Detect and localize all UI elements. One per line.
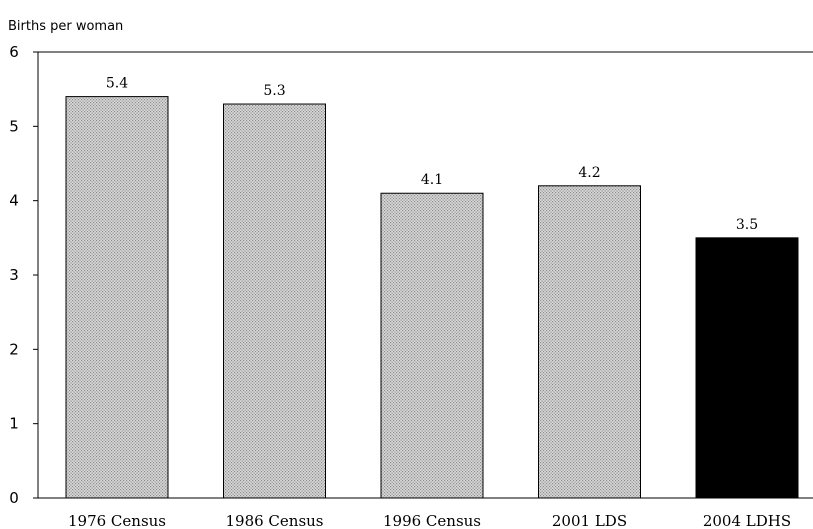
bars — [65, 96, 799, 499]
bar-value-label: 4.2 — [578, 165, 600, 181]
y-tick-label: 5 — [9, 117, 19, 135]
y-tick-label: 4 — [9, 192, 19, 210]
bar-1976-census — [65, 96, 169, 499]
bar-1986-census — [223, 103, 326, 499]
y-tick-label: 3 — [9, 266, 19, 284]
y-axis-label: Births per woman — [8, 19, 123, 34]
y-axis-ticks: 0 1 2 3 4 5 6 — [9, 43, 38, 507]
bar-value-label: 3.5 — [736, 217, 758, 233]
x-tick-label: 1996 Census — [383, 512, 481, 529]
x-tick-label: 2001 LDS — [552, 512, 627, 529]
bar-2001-lds — [538, 185, 641, 499]
bar-2004-ldhs — [695, 237, 799, 499]
value-labels: 5.4 5.3 4.1 4.2 3.5 — [106, 76, 758, 233]
y-tick-label: 2 — [9, 340, 19, 358]
bar-value-label: 5.4 — [106, 76, 128, 92]
bar-1996-census — [380, 192, 484, 499]
y-tick-label: 6 — [9, 43, 19, 61]
x-tick-label: 2004 LDHS — [703, 512, 791, 529]
x-tick-label: 1976 Census — [68, 512, 166, 529]
y-tick-label: 0 — [9, 489, 19, 507]
bar-value-label: 5.3 — [263, 83, 285, 99]
y-tick-label: 1 — [9, 415, 19, 433]
x-axis-labels: 1976 Census 1986 Census 1996 Census 2001 LD… — [68, 512, 791, 529]
x-tick-label: 1986 Census — [225, 512, 323, 529]
bar-value-label: 4.1 — [421, 172, 443, 188]
